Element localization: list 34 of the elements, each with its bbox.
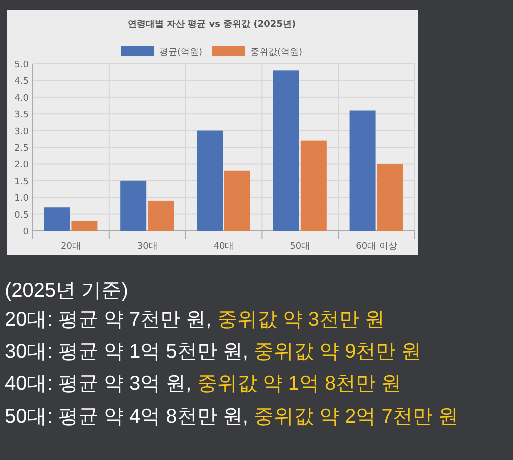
y-tick-label: 0 [23, 228, 30, 238]
x-tick-label: 40대 [214, 242, 234, 252]
y-tick-label: 3.5 [14, 110, 29, 121]
bar [148, 200, 174, 231]
x-tick-label: 50대 [290, 242, 311, 252]
text: 20대: 평균 약 7천만 원, 중위값 약 3천만 원 [5, 309, 386, 331]
y-tick-label: 1.0 [14, 194, 30, 204]
bar [273, 70, 300, 231]
bar [377, 164, 404, 231]
bar [196, 130, 223, 231]
text: 40대: 평균 약 3억 원, 중위값 약 1억 8천만 원 [5, 373, 402, 395]
text: (2025년 기준) [5, 280, 128, 302]
y-tick-label: 2.0 [14, 160, 30, 171]
y-tick-label: 0.5 [14, 210, 29, 221]
bar [224, 170, 251, 231]
bar [350, 110, 376, 231]
y-tick-label: 4.5 [14, 77, 29, 88]
bar [44, 208, 70, 231]
y-tick-label: 1.5 [14, 177, 29, 188]
legend-label: 중위값(억원) [250, 48, 303, 58]
legend-label: 평균(억원) [159, 48, 202, 58]
bar [72, 220, 98, 231]
y-tick-label: 4.0 [14, 94, 30, 104]
y-tick-label: 2.5 [14, 144, 29, 154]
chart-title: 연령대별 자산 평균 vs 중위값 (2025년) [128, 20, 296, 30]
text: 30대: 평균 약 1억 5천만 원, 중위값 약 9천만 원 [5, 341, 422, 363]
x-tick-label: 60대 이상 [356, 242, 398, 252]
x-tick-label: 30대 [137, 242, 158, 252]
y-tick-label: 3.0 [14, 127, 30, 138]
bar [120, 180, 147, 231]
x-tick-label: 20대 [60, 242, 82, 252]
text: 50대: 평균 약 4억 8천만 원, 중위값 약 2억 7천만 원 [5, 406, 458, 428]
bar [300, 140, 327, 231]
y-tick-label: 5.0 [14, 60, 30, 70]
